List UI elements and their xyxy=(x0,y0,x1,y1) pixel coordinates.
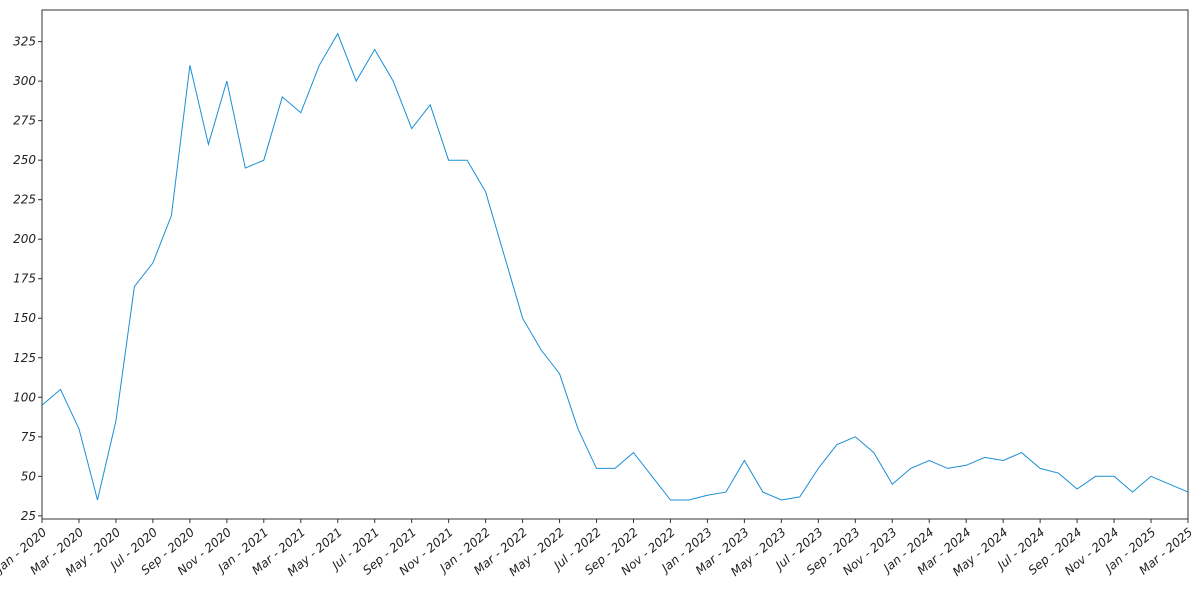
y-tick-label: 250 xyxy=(13,153,36,167)
y-tick-label: 25 xyxy=(21,509,36,523)
price-line xyxy=(41,32,1189,501)
y-tick-label: 275 xyxy=(13,114,36,128)
y-tick-label: 50 xyxy=(21,469,37,483)
y-tick-label: 300 xyxy=(13,74,36,88)
y-tick-label: 75 xyxy=(21,430,36,444)
y-tick-label: 125 xyxy=(13,351,36,365)
y-tick-label: 175 xyxy=(13,272,36,286)
y-tick-label: 100 xyxy=(13,390,36,404)
y-tick-label: 150 xyxy=(13,311,36,325)
y-tick-label: 200 xyxy=(13,232,36,246)
y-tick-label: 325 xyxy=(13,35,36,49)
y-tick-label: 225 xyxy=(13,193,36,207)
plot-frame xyxy=(41,9,1189,520)
